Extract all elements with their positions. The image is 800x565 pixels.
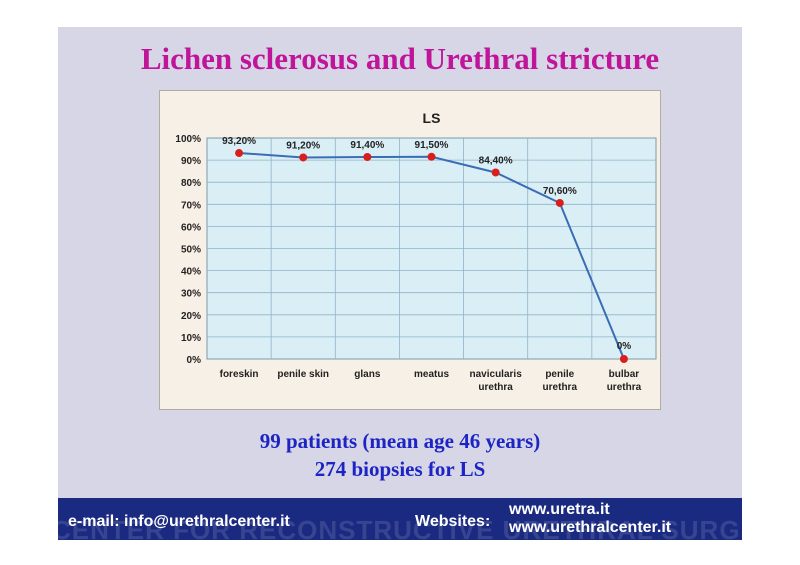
y-tick-label: 80%	[181, 178, 201, 189]
y-tick-label: 60%	[181, 222, 201, 233]
y-tick-label: 40%	[181, 267, 201, 278]
data-label: 93,20%	[222, 136, 256, 147]
x-tick-label: bulbar	[609, 369, 640, 380]
y-tick-label: 0%	[187, 355, 202, 366]
slide-title: Lichen sclerosus and Urethral stricture	[140, 41, 660, 76]
data-label: 84,40%	[479, 155, 513, 166]
y-tick-label: 90%	[181, 156, 201, 167]
data-label: 91,50%	[415, 140, 449, 151]
data-label: 91,40%	[350, 140, 384, 151]
y-tick-label: 70%	[181, 200, 201, 211]
x-tick-label: glans	[354, 369, 381, 380]
footer-bar: CENTER FOR RECONSTRUCTIVE URETHRAL SURGE…	[58, 498, 742, 540]
caption-biopsies: 274 biopsies for LS	[314, 457, 486, 481]
footer-email[interactable]: e-mail: info@urethralcenter.it	[68, 513, 290, 530]
data-label: 0%	[617, 341, 632, 352]
data-label: 70,60%	[543, 186, 577, 197]
footer-watermark: CENTER FOR RECONSTRUCTIVE URETHRAL SURGE…	[58, 515, 742, 540]
data-point	[363, 153, 372, 162]
chart-title: LS	[423, 110, 441, 126]
x-tick-label: penile	[545, 369, 574, 380]
footer-websites-label: Websites:	[415, 513, 491, 530]
chart-container: 0% 10% 20% 30% 40% 50% 60% 70% 80% 90% 100% LS fores…	[159, 90, 661, 410]
slide: Lichen sclerosus and Urethral stricture …	[58, 27, 742, 540]
data-point	[235, 149, 244, 158]
footer-website-link-2[interactable]: www.urethralcenter.it	[509, 519, 672, 536]
data-point	[427, 152, 436, 161]
data-point	[491, 168, 500, 177]
y-tick-label: 100%	[175, 134, 201, 145]
x-tick-label: penile skin	[277, 369, 329, 380]
data-point	[619, 355, 628, 363]
y-tick-label: 50%	[181, 245, 201, 256]
y-tick-label: 20%	[181, 311, 201, 322]
y-tick-label: 30%	[181, 289, 201, 300]
data-point	[299, 153, 308, 162]
x-tick-label: navicularis	[470, 369, 523, 380]
data-point	[555, 198, 564, 207]
line-chart: 0% 10% 20% 30% 40% 50% 60% 70% 80% 90% 100% LS fores…	[175, 110, 657, 393]
x-tick-label: urethra	[607, 382, 642, 393]
x-tick-label: urethra	[543, 382, 578, 393]
x-tick-label: foreskin	[220, 369, 259, 380]
data-label: 91,20%	[286, 140, 320, 151]
footer-website-link-1[interactable]: www.uretra.it	[509, 501, 610, 518]
x-tick-label: meatus	[414, 369, 449, 380]
x-tick-label: urethra	[478, 382, 513, 393]
y-tick-label: 10%	[181, 333, 201, 344]
caption-patients: 99 patients (mean age 46 years)	[259, 429, 541, 453]
